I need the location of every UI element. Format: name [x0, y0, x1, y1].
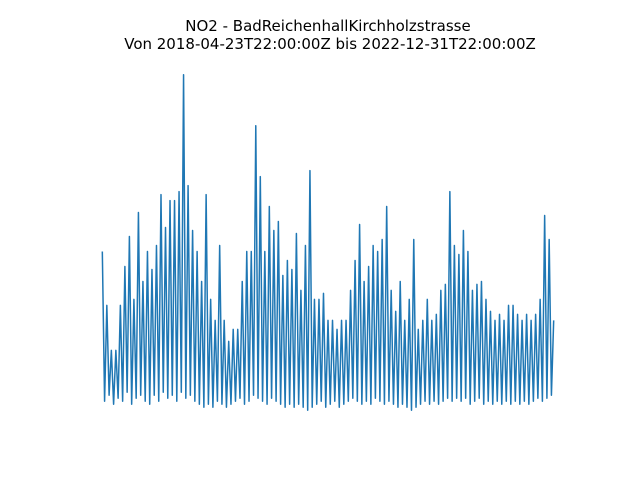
chart-subtitle: Von 2018-04-23T22:00:00Z bis 2022-12-31T… [124, 35, 536, 53]
data-line [101, 74, 555, 411]
chart-title: NO2 - BadReichenhallKirchholzstrasse [185, 17, 470, 35]
